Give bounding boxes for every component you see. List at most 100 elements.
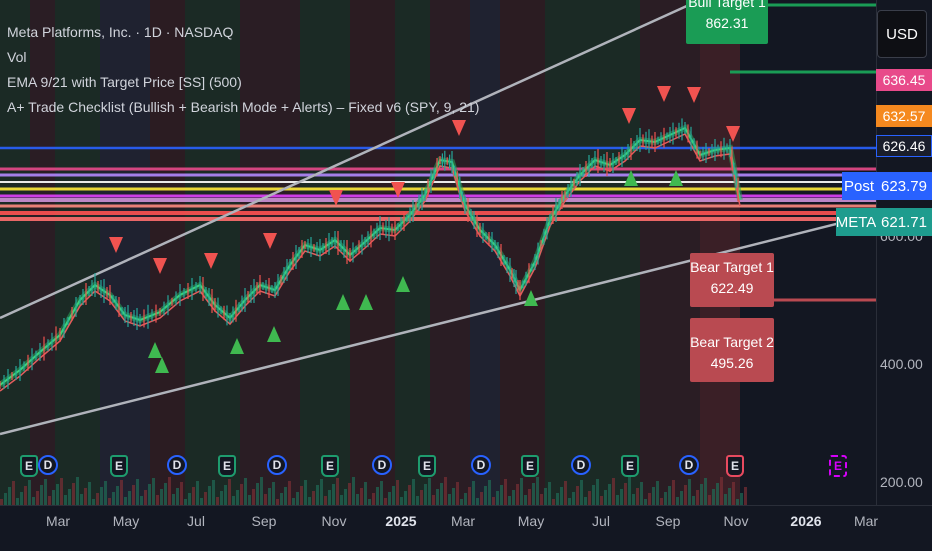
upcoming-earnings-marker-icon[interactable]: E <box>829 455 847 477</box>
time-label: Mar <box>450 513 476 529</box>
currency-button[interactable]: USD <box>877 10 927 58</box>
volume-bar <box>296 492 299 505</box>
volume-bar <box>512 490 515 505</box>
background-band <box>55 0 100 505</box>
bear-target-1-box[interactable]: Bear Target 1 622.49 <box>690 253 774 307</box>
sell-signal-icon <box>391 182 405 198</box>
volume-bar <box>24 486 27 505</box>
volume-bar <box>440 483 443 505</box>
volume-bar <box>368 499 371 505</box>
volume-bar <box>536 477 539 505</box>
volume-bar <box>116 486 119 505</box>
earnings-marker-icon[interactable]: E <box>621 455 639 477</box>
volume-bar <box>420 490 423 505</box>
volume-bar <box>320 479 323 505</box>
volume-bar <box>640 482 643 505</box>
volume-bar <box>164 483 167 505</box>
buy-signal-icon <box>155 357 169 373</box>
volume-bar <box>232 496 235 505</box>
post-price-tag: 623.79 <box>876 172 932 200</box>
symbol-title[interactable]: Meta Platforms, Inc. · 1D · NASDAQ <box>7 24 234 40</box>
volume-bar <box>108 498 111 505</box>
earnings-marker-icon[interactable]: E <box>726 455 744 477</box>
dividend-marker-icon[interactable]: D <box>38 455 58 475</box>
sell-signal-icon <box>452 120 466 136</box>
time-label-year: 2025 <box>385 513 417 529</box>
volume-bar <box>492 497 495 505</box>
chart-canvas[interactable] <box>0 0 876 505</box>
earnings-marker-icon[interactable]: E <box>218 455 236 477</box>
volume-bar <box>716 483 719 505</box>
volume-bar <box>184 499 187 505</box>
volume-bar <box>204 492 207 505</box>
time-axis[interactable] <box>0 505 932 551</box>
volume-bar <box>304 480 307 505</box>
checklist-indicator[interactable]: A+ Trade Checklist (Bullish + Bearish Mo… <box>7 99 480 115</box>
volume-bar <box>244 478 247 505</box>
sell-signal-icon <box>657 86 671 102</box>
dividend-marker-icon[interactable]: D <box>471 455 491 475</box>
volume-bar <box>476 498 479 505</box>
volume-bar <box>588 491 591 505</box>
volume-bar <box>8 487 11 505</box>
volume-bar <box>148 484 151 505</box>
bear-target-2-box[interactable]: Bear Target 2 495.26 <box>690 318 774 382</box>
volume-bar <box>556 493 559 505</box>
buy-signal-icon <box>396 276 410 292</box>
bear-target-2-value: 495.26 <box>710 355 754 371</box>
volume-bar <box>648 493 651 505</box>
volume-bar <box>644 499 647 505</box>
background-band <box>545 0 600 505</box>
earnings-marker-icon[interactable]: E <box>110 455 128 477</box>
sell-signal-icon <box>204 253 218 269</box>
dividend-marker-icon[interactable]: D <box>267 455 287 475</box>
chart-area[interactable] <box>0 0 876 505</box>
volume-bar <box>240 484 243 505</box>
volume-bar <box>700 484 703 505</box>
bull-target-1-box[interactable]: Bull Target 1 862.31 <box>686 0 768 44</box>
volume-bar <box>444 477 447 505</box>
volume-bar <box>432 495 435 505</box>
volume-bar <box>604 490 607 505</box>
volume-bar <box>124 497 127 505</box>
earnings-marker-icon[interactable]: E <box>20 455 38 477</box>
volume-bar <box>316 485 319 505</box>
volume-bar <box>744 487 747 505</box>
dividend-marker-icon[interactable]: D <box>372 455 392 475</box>
volume-bar <box>364 482 367 505</box>
volume-indicator[interactable]: Vol <box>7 49 27 65</box>
earnings-marker-icon[interactable]: E <box>418 455 436 477</box>
volume-bar <box>688 479 691 505</box>
volume-bar <box>632 494 635 505</box>
volume-bar <box>200 498 203 505</box>
bull-target-1-value: 862.31 <box>705 15 749 31</box>
volume-bar <box>484 486 487 505</box>
volume-bar <box>728 488 731 505</box>
earnings-marker-icon[interactable]: E <box>321 455 339 477</box>
time-label: Jul <box>592 513 610 529</box>
volume-bar <box>624 483 627 505</box>
volume-bar <box>348 483 351 505</box>
time-label: Sep <box>655 513 681 529</box>
dividend-marker-icon[interactable]: D <box>167 455 187 475</box>
volume-bar <box>260 477 263 505</box>
dividend-marker-icon[interactable]: D <box>679 455 699 475</box>
price-tag-pink: 636.45 <box>876 69 932 91</box>
volume-bar <box>460 499 463 505</box>
volume-bar <box>496 491 499 505</box>
background-band <box>740 0 876 505</box>
dividend-marker-icon[interactable]: D <box>571 455 591 475</box>
volume-bar <box>272 482 275 505</box>
volume-bar <box>668 486 671 505</box>
volume-bar <box>680 491 683 505</box>
earnings-marker-icon[interactable]: E <box>521 455 539 477</box>
ema-indicator[interactable]: EMA 9/21 with Target Price [SS] (500) <box>7 74 242 90</box>
volume-bar <box>516 484 519 505</box>
volume-bar <box>336 478 339 505</box>
volume-bar <box>52 490 55 505</box>
volume-bar <box>448 494 451 505</box>
time-label: Mar <box>853 513 879 529</box>
sell-signal-icon <box>687 87 701 103</box>
sell-signal-icon <box>329 190 343 206</box>
volume-bar <box>664 492 667 505</box>
